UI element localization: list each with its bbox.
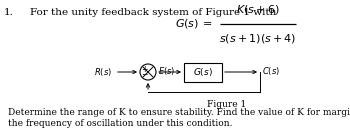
Text: the frequency of oscillation under this condition.: the frequency of oscillation under this … (8, 119, 232, 128)
Text: +: + (141, 65, 147, 74)
Text: $E(s)$: $E(s)$ (158, 65, 175, 77)
Bar (184, 63, 222, 82)
Text: Determine the range of K to ensure stability. Find the value of K for marginal s: Determine the range of K to ensure stabi… (8, 108, 350, 117)
Text: $G(s)$: $G(s)$ (193, 66, 213, 79)
Text: $C(s)$: $C(s)$ (262, 65, 280, 77)
Text: Figure 1: Figure 1 (207, 100, 247, 109)
Text: $G(s)\,=$: $G(s)\,=$ (175, 18, 212, 31)
Text: For the unity feedback system of Figure 1 with: For the unity feedback system of Figure … (30, 8, 277, 17)
Text: 1.: 1. (4, 8, 14, 17)
Text: $s(s+1)(s+4)$: $s(s+1)(s+4)$ (219, 32, 297, 45)
Text: $K(s+6)$: $K(s+6)$ (236, 3, 280, 16)
Text: $R(s)$: $R(s)$ (94, 66, 112, 78)
Text: −: − (141, 70, 147, 79)
